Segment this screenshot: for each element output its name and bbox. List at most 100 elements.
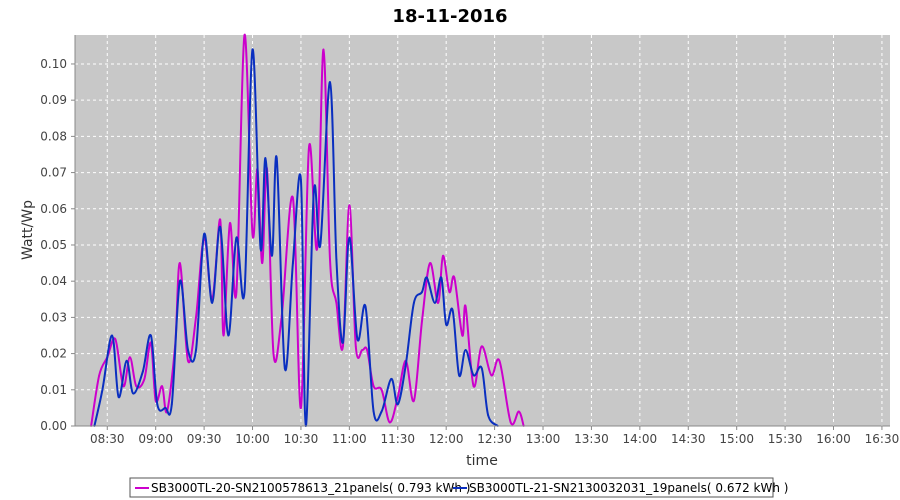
y-axis-ticks: 0.00 0.01 0.02 0.03 0.04 0.05 0.06 0.07 0.08 0.09… <box>40 57 75 433</box>
series-1-point <box>187 359 189 362</box>
series-2-point <box>164 407 167 409</box>
x-tick-label: 15:00 <box>719 432 754 446</box>
y-tick-label: 0.05 <box>40 238 67 252</box>
series-2-point <box>396 403 399 406</box>
series-1-point <box>498 359 501 362</box>
series-2-point <box>335 258 338 261</box>
series-2-point <box>421 291 423 293</box>
series-2-point <box>440 276 443 279</box>
series-2-point <box>227 334 230 337</box>
y-tick-label: 0.03 <box>40 310 67 324</box>
x-tick-label: 11:00 <box>332 432 367 446</box>
series-2-point <box>329 81 331 83</box>
series-1-point <box>135 385 138 388</box>
series-2-point <box>195 349 197 351</box>
series-1-point <box>292 197 294 199</box>
legend-box <box>129 477 774 498</box>
series-1-point <box>361 349 364 351</box>
x-axis-ticks: 08:30 09:00 09:30 10:00 10:30 11:00 11:30 12:00… <box>90 426 899 446</box>
series-1-point <box>342 345 344 348</box>
series-1-point <box>421 320 423 322</box>
series-1-point <box>380 388 383 391</box>
series-2-point <box>264 157 267 160</box>
series-1-point <box>235 291 238 293</box>
series-2-point <box>458 374 460 377</box>
series-2-point <box>380 410 383 413</box>
series-1-point <box>300 407 302 409</box>
series-1-point <box>366 349 368 351</box>
x-tick-label: 10:30 <box>284 432 319 446</box>
series-2-point <box>319 244 322 246</box>
series-2-point <box>170 403 173 406</box>
series-1-point <box>472 385 475 388</box>
x-tick-label: 16:00 <box>816 432 851 446</box>
series-2-point <box>480 367 483 369</box>
series-1-point <box>480 345 483 348</box>
series-1-point <box>195 316 197 319</box>
series-1-point <box>114 338 117 340</box>
series-2-point <box>283 367 286 369</box>
series-line-2 <box>93 48 499 428</box>
series-1-point <box>490 374 493 377</box>
series-2-point <box>390 378 393 380</box>
y-tick-label: 0.07 <box>40 166 67 180</box>
x-tick-label: 12:00 <box>429 432 464 446</box>
legend-label-1: SB3000TL-20-SN2100578613_21panels( 0.793… <box>151 481 470 495</box>
series-1-point <box>219 218 222 221</box>
series-layer <box>90 33 525 428</box>
series-2-point <box>179 280 181 283</box>
series-2-point <box>348 236 351 239</box>
series-1-point <box>316 247 318 250</box>
series-2-point <box>117 396 120 398</box>
series-1-point <box>464 305 467 308</box>
series-1-point <box>98 374 101 377</box>
series-2-point <box>203 233 206 236</box>
series-2-point <box>487 414 489 416</box>
series-1-point <box>372 385 375 388</box>
series-1-point <box>243 34 246 36</box>
x-tick-label: 08:30 <box>90 432 125 446</box>
series-2-point <box>404 363 407 366</box>
x-tick-label: 13:30 <box>574 432 609 446</box>
series-2-point <box>101 388 104 391</box>
series-1-point <box>129 356 131 359</box>
series-1-point <box>308 146 310 149</box>
series-2-point <box>251 48 254 51</box>
series-1-point <box>354 345 357 348</box>
series-2-point <box>141 370 144 373</box>
series-1-point <box>396 396 399 398</box>
series-1-point <box>348 204 351 207</box>
series-2-point <box>111 334 113 337</box>
y-tick-label: 0.04 <box>40 274 67 288</box>
x-tick-label: 16:30 <box>865 432 900 446</box>
series-2-point <box>364 305 367 308</box>
series-1-point <box>161 385 164 388</box>
series-1-point <box>222 334 225 337</box>
series-2-point <box>342 341 344 344</box>
series-1-point <box>229 222 231 225</box>
series-1-point <box>509 421 512 424</box>
series-2-point <box>356 338 359 340</box>
series-2-point <box>187 349 189 351</box>
series-2-point <box>243 291 246 293</box>
series-2-point <box>275 157 278 160</box>
series-1-point <box>453 276 456 279</box>
series-2-point <box>211 302 214 304</box>
series-1-point <box>442 254 444 257</box>
x-tick-label: 13:00 <box>526 432 561 446</box>
series-2-point <box>445 323 448 326</box>
y-tick-label: 0.01 <box>40 383 67 397</box>
plot-area <box>75 35 890 426</box>
series-1-point <box>261 262 264 264</box>
x-tick-label: 09:30 <box>187 432 222 446</box>
series-2-point <box>219 226 222 228</box>
series-1-point <box>329 258 331 261</box>
series-2-point <box>313 189 315 192</box>
x-tick-label: 15:30 <box>768 432 803 446</box>
series-2-point <box>451 309 454 311</box>
chart-title: 18-11-2016 <box>392 6 507 27</box>
series-1-point <box>122 385 125 388</box>
y-tick-label: 0.00 <box>40 419 67 433</box>
y-tick-label: 0.02 <box>40 347 67 361</box>
